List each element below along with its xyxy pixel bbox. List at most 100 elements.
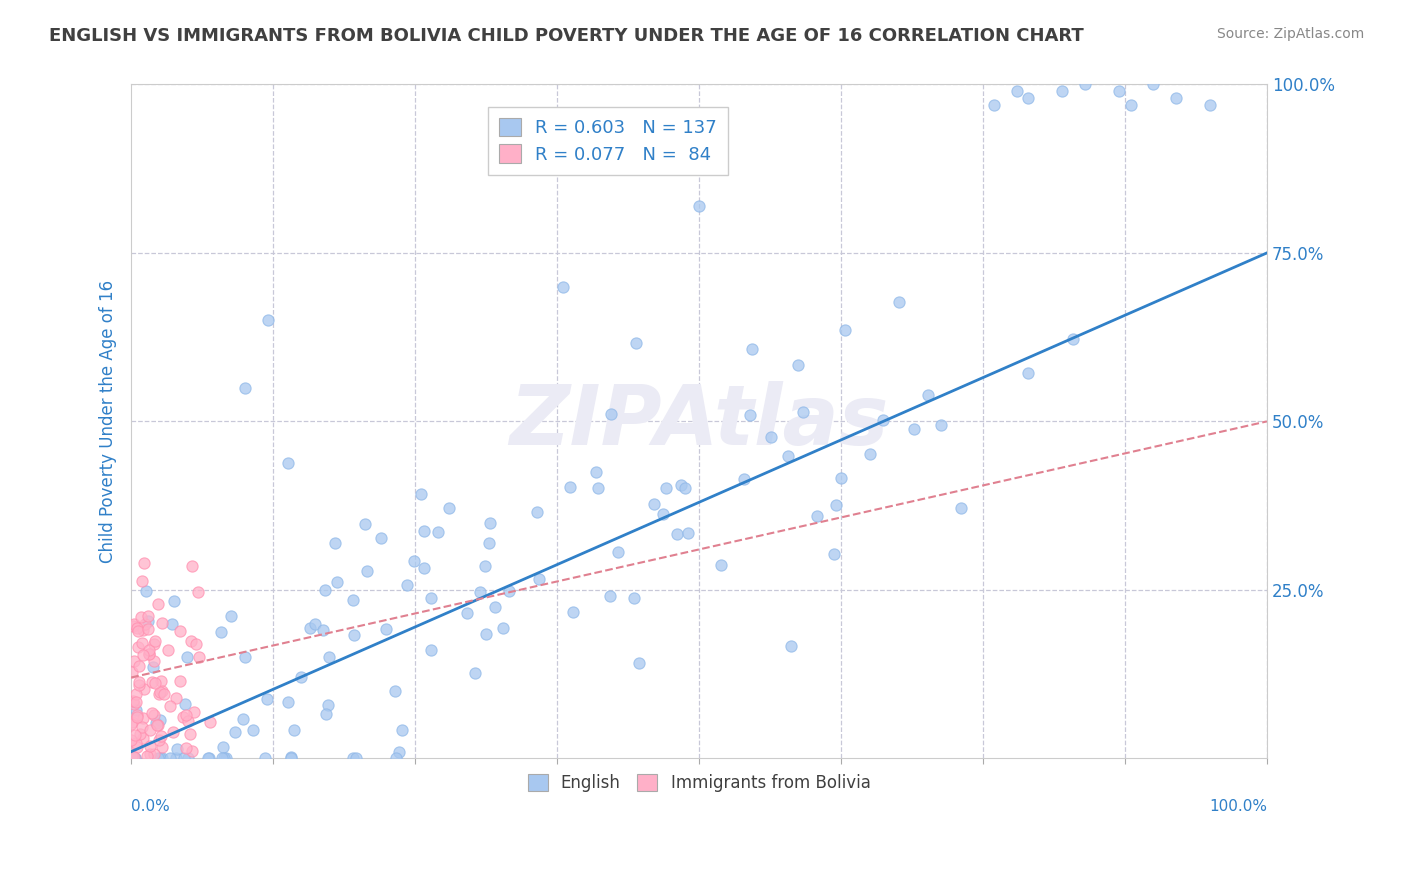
Point [146,751,169,765]
Text: 0.0%: 0.0% [131,798,170,814]
Point [142,747,165,762]
Point [396,578,419,592]
Point [125,710,148,724]
Text: ZIPAtlas: ZIPAtlas [509,381,889,462]
Point [173,751,195,765]
Point [710,558,733,573]
Point [122,616,145,631]
Point [671,477,693,491]
Point [312,623,335,637]
Point [131,574,153,588]
Point [384,684,406,698]
Point [138,647,160,661]
Point [404,554,426,568]
Point [122,654,145,668]
Point [136,614,159,628]
Point [834,323,856,337]
Point [526,505,548,519]
Point [1199,97,1222,112]
Point [121,665,143,679]
Point [150,616,173,631]
Point [120,733,142,747]
Point [859,446,882,460]
Point [1164,91,1187,105]
Point [558,480,581,494]
Point [143,633,166,648]
Point [127,624,149,638]
Point [929,417,952,432]
Point [131,721,153,735]
Point [146,718,169,732]
Point [1074,78,1097,92]
Point [136,622,159,636]
Point [585,466,607,480]
Point [215,751,238,765]
Point [233,381,256,395]
Point [150,751,173,765]
Text: ENGLISH VS IMMIGRANTS FROM BOLIVIA CHILD POVERTY UNDER THE AGE OF 16 CORRELATION: ENGLISH VS IMMIGRANTS FROM BOLIVIA CHILD… [49,27,1084,45]
Point [623,591,645,606]
Point [143,655,166,669]
Point [830,470,852,484]
Point [253,751,276,765]
Legend: English, Immigrants from Bolivia: English, Immigrants from Bolivia [519,765,879,800]
Point [1108,84,1130,98]
Point [283,723,305,737]
Point [1119,97,1142,112]
Point [179,727,201,741]
Point [150,729,173,743]
Point [122,619,145,633]
Point [214,751,236,765]
Point [370,531,392,545]
Point [1052,84,1074,98]
Point [150,673,173,688]
Point [290,670,312,684]
Point [180,634,202,648]
Point [198,714,221,729]
Point [474,558,496,573]
Point [1017,367,1039,381]
Point [413,561,436,575]
Point [600,407,623,421]
Point [174,708,197,723]
Point [607,545,630,559]
Point [484,600,506,615]
Point [1005,84,1028,98]
Text: 100.0%: 100.0% [1209,798,1267,814]
Point [1062,332,1084,346]
Point [666,527,689,541]
Point [149,684,172,698]
Point [233,649,256,664]
Point [983,97,1005,112]
Point [806,509,828,524]
Point [172,710,194,724]
Point [128,675,150,690]
Y-axis label: Child Poverty Under the Age of 16: Child Poverty Under the Age of 16 [100,280,117,563]
Point [124,751,146,765]
Point [375,622,398,636]
Point [180,558,202,573]
Point [143,676,166,690]
Point [354,516,377,531]
Point [872,413,894,427]
Point [169,674,191,689]
Point [143,636,166,650]
Point [138,642,160,657]
Text: Source: ZipAtlas.com: Source: ZipAtlas.com [1216,27,1364,41]
Point [356,564,378,578]
Point [1017,91,1039,105]
Point [127,640,149,655]
Point [304,617,326,632]
Point [149,713,172,727]
Point [198,751,221,765]
Point [456,606,478,620]
Point [125,687,148,701]
Point [517,158,540,172]
Point [162,616,184,631]
Point [464,666,486,681]
Point [1142,78,1164,92]
Point [132,711,155,725]
Point [413,524,436,538]
Point [120,717,142,731]
Point [318,649,340,664]
